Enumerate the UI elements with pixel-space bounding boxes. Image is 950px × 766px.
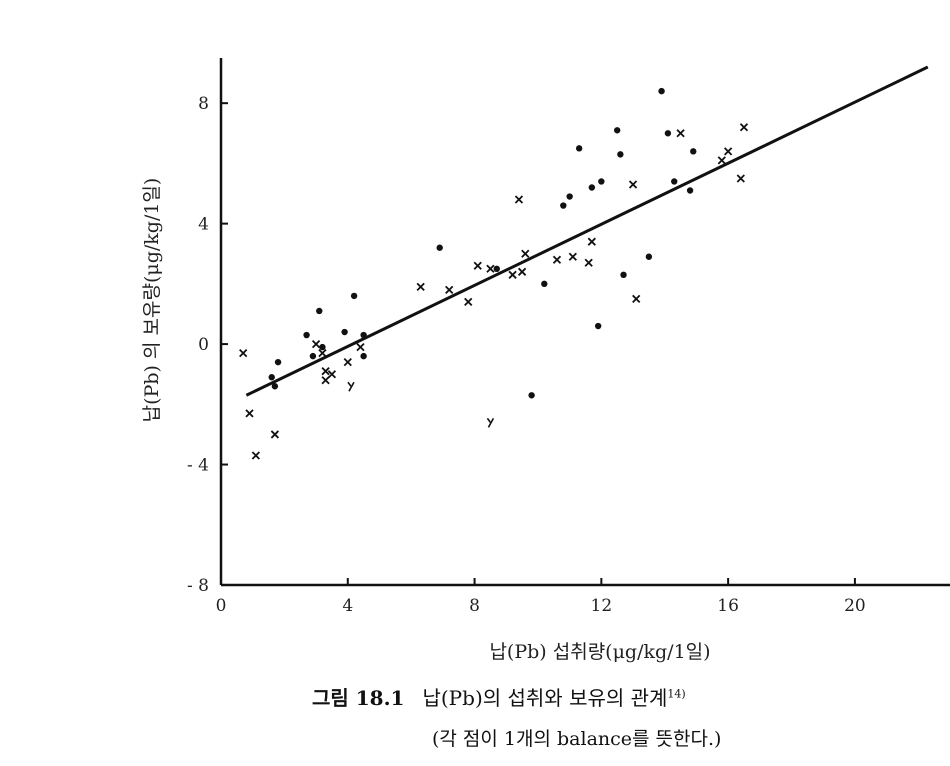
data-point-dot (686, 187, 694, 194)
data-point-cross (464, 297, 473, 307)
data-point-cross (321, 367, 330, 376)
data-point-dot (360, 331, 367, 339)
data-point-dot (309, 352, 317, 360)
y-tick-label: - 4 (187, 456, 209, 476)
data-point-cross (445, 285, 454, 295)
figure-note: (각 점이 1개의 balance를 뜻한다.) (432, 728, 722, 750)
data-point-cross (739, 123, 749, 132)
figure-caption: 그림 18.1 납(Pb)의 섭취와 보유의 관계14) (312, 682, 950, 711)
data-point-dot (303, 331, 310, 339)
y-tick-label: 4 (198, 215, 209, 235)
axes (219, 58, 950, 587)
data-point-dot (350, 292, 358, 300)
y-tick-label: - 8 (187, 576, 209, 596)
x-axis-title: 납(Pb) 섭취량(μg/kg/1일) (489, 641, 710, 663)
data-point-cross (587, 237, 596, 246)
figure-reference: 14) (667, 687, 686, 701)
data-point-dot (341, 328, 348, 336)
data-point-dot (436, 244, 443, 251)
data-point-dot (598, 178, 605, 185)
data-point-dot (528, 392, 535, 399)
data-point-dot (690, 148, 697, 155)
x-tick-label: 8 (469, 596, 480, 616)
data-point-cross (584, 258, 593, 267)
data-point-cross (270, 430, 280, 439)
data-point-dot (613, 127, 621, 134)
data-point-cross (632, 294, 641, 304)
data-point-dot (560, 202, 567, 209)
figure-label: 그림 18.1 (312, 686, 405, 710)
data-point-cross (343, 358, 352, 367)
data-point-cross (356, 342, 365, 352)
data-point-dot (268, 374, 275, 381)
data-point-dot (360, 352, 367, 360)
data-point-dot (620, 271, 627, 279)
data-point-dot (575, 145, 583, 152)
trend-line (245, 65, 929, 397)
data-point-cross (717, 156, 726, 165)
figure-caption-text: 납(Pb)의 섭취와 보유의 관계 (422, 686, 668, 710)
data-point-dot (617, 151, 624, 158)
x-tick-label: 20 (844, 596, 866, 616)
data-point-cross (676, 129, 685, 138)
data-point-cross (723, 147, 733, 156)
x-tick-label: 0 (216, 596, 227, 616)
data-point-cross (552, 255, 562, 264)
data-point-cross (245, 409, 254, 418)
data-point-dot (664, 130, 672, 137)
data-point-cross (521, 249, 530, 258)
y-axis-title: 납(Pb) 의 보유량(μg/kg/1일) (141, 178, 163, 423)
y-tick-label: 0 (198, 335, 209, 355)
data-point-dot (658, 87, 665, 95)
data-point-dot (566, 193, 573, 200)
data-point-dot (671, 178, 678, 185)
data-point-cross (736, 174, 745, 183)
y-axis-ticks: 8 4 0 - 4 - 8 (187, 94, 228, 596)
data-point-cross (568, 252, 577, 261)
data-point-cross (251, 451, 261, 460)
data-point-dot (271, 383, 279, 390)
data-point-cross (486, 264, 495, 273)
data-point-cross (416, 282, 425, 292)
data-point-dot (316, 307, 323, 315)
data-point-cross (239, 348, 248, 358)
data-point-cross (311, 339, 321, 349)
data-point-y (347, 381, 355, 392)
data-point-cross (327, 370, 337, 379)
data-point-dot (541, 280, 548, 288)
data-point-dot (594, 322, 602, 330)
trend-line-group (245, 65, 929, 397)
y-tick-label: 8 (198, 94, 209, 114)
data-point-cross (508, 270, 517, 279)
data-point-dot (493, 265, 500, 272)
x-tick-label: 12 (591, 596, 613, 616)
data-point-cross (517, 267, 527, 276)
data-point-cross (321, 376, 330, 385)
x-tick-label: 4 (342, 596, 353, 616)
data-point-dot (588, 184, 596, 191)
data-point-cross (628, 180, 638, 189)
x-axis-ticks: 0 4 8 12 16 20 (216, 578, 866, 616)
data-point-cross (514, 195, 524, 204)
data-point-y (486, 417, 495, 428)
x-tick-label: 16 (717, 596, 739, 616)
data-point-cross (473, 261, 482, 270)
data-point-cross (318, 348, 327, 358)
data-point-dot (319, 343, 326, 351)
data-point-dot (274, 358, 282, 366)
data-points (239, 87, 749, 460)
data-point-dot (645, 253, 653, 260)
